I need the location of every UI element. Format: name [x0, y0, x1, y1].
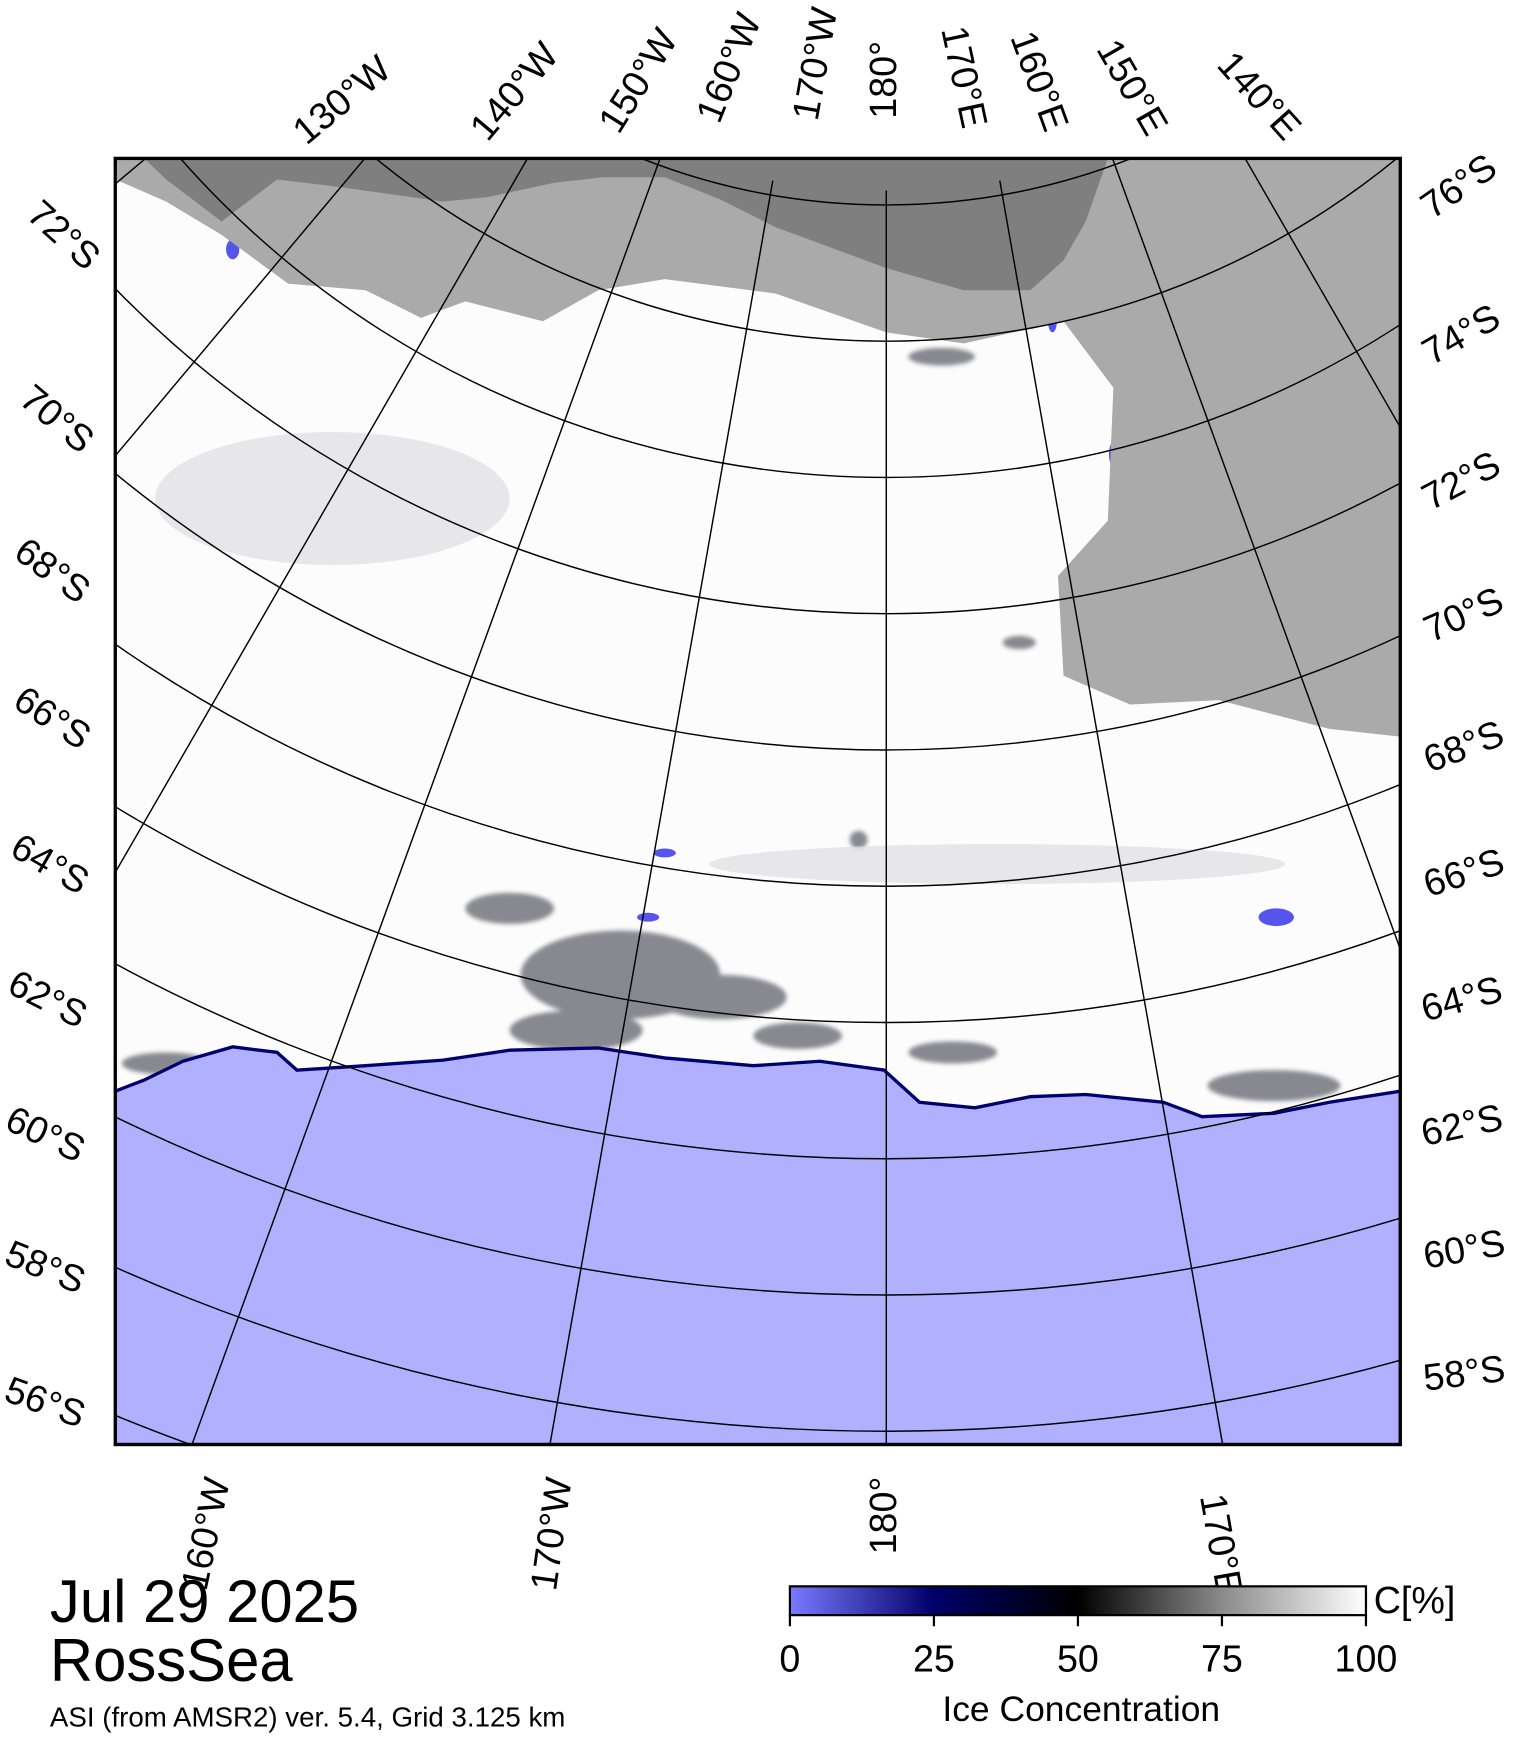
- graticule-label: 64°S: [1416, 968, 1506, 1030]
- colorbar-tick-label: 75: [1201, 1638, 1243, 1680]
- graticule-label: 150°E: [1089, 32, 1177, 142]
- ice-haze: [155, 432, 1286, 885]
- graticule-label: 160°E: [1002, 25, 1077, 136]
- graticule-label: 68°S: [1418, 712, 1510, 781]
- graticule-label: 170°W: [522, 1474, 579, 1593]
- longitude-line: [1244, 158, 1401, 429]
- colorbar-tick-label: 50: [1057, 1638, 1099, 1680]
- subtitle: ASI (from AMSR2) ver. 5.4, Grid 3.125 km: [50, 1702, 565, 1733]
- graticule-label: 58°S: [1421, 1347, 1508, 1399]
- land-dark: [144, 158, 1108, 291]
- longitude-line: [1111, 158, 1401, 952]
- graticule-label: 140°E: [1210, 43, 1310, 148]
- date: Jul 29 2025: [50, 1568, 359, 1635]
- colorbar-tick-label: 100: [1335, 1638, 1398, 1680]
- graticule-label: 64°S: [4, 825, 96, 902]
- map-frame: [113, 156, 1402, 1447]
- graticule-label: 60°S: [1420, 1221, 1508, 1277]
- graticule-label: 160°W: [688, 7, 770, 128]
- graticule-labels: 130°W 140°W 150°W 160°W 170°W 180° 170°E 160°E 1…: [0, 4, 1509, 1599]
- graticule-label: 62°S: [2, 961, 94, 1036]
- graticule-label: 140°W: [461, 34, 566, 148]
- longitude-line: [115, 158, 529, 874]
- graticule-label: 150°W: [590, 21, 686, 140]
- graticule-label: 130°W: [285, 47, 399, 152]
- colorbar: C[%] Ice Concentration 0 25 50 75 100: [779, 1579, 1455, 1729]
- graticule-label: 180°: [862, 41, 904, 119]
- graticule-label: 74°S: [1415, 295, 1507, 372]
- colorbar-scale: [788, 1585, 1368, 1617]
- graticule-label: 70°S: [12, 376, 102, 461]
- graticule-label: 66°S: [1418, 840, 1509, 905]
- graticule-label: 180°: [862, 1476, 904, 1554]
- region: RossSea: [50, 1627, 293, 1694]
- ice-texture: [121, 347, 1341, 1102]
- land-light: [115, 158, 1401, 737]
- graticule-label: 72°S: [1415, 442, 1507, 518]
- longitude-line: [191, 158, 661, 1445]
- graticule-label: 76°S: [1413, 145, 1504, 226]
- graticule-label: 170°E: [933, 22, 996, 131]
- longitude-line: [999, 180, 1224, 1445]
- graticule-label: 170°E: [1192, 1490, 1251, 1599]
- colorbar-title: Ice Concentration: [942, 1689, 1220, 1729]
- longitude-line: [115, 158, 366, 457]
- colorbar-unit: C[%]: [1374, 1579, 1456, 1621]
- graticule-label: 62°S: [1417, 1096, 1506, 1154]
- graticule-label: 60°S: [0, 1097, 92, 1170]
- graticule-label: 68°S: [7, 529, 98, 611]
- graticule-label: 70°S: [1417, 578, 1509, 650]
- graticule-label: 170°W: [784, 4, 845, 123]
- open-ocean: [115, 1045, 1401, 1445]
- graticule-label: 66°S: [7, 678, 99, 758]
- graticule-label: 56°S: [0, 1368, 91, 1436]
- graticule-label: 72°S: [20, 192, 109, 278]
- colorbar-tick-label: 25: [913, 1638, 955, 1680]
- graticule-label: 58°S: [0, 1232, 91, 1302]
- longitude-line: [549, 180, 774, 1445]
- colorbar-tick-label: 0: [779, 1638, 800, 1680]
